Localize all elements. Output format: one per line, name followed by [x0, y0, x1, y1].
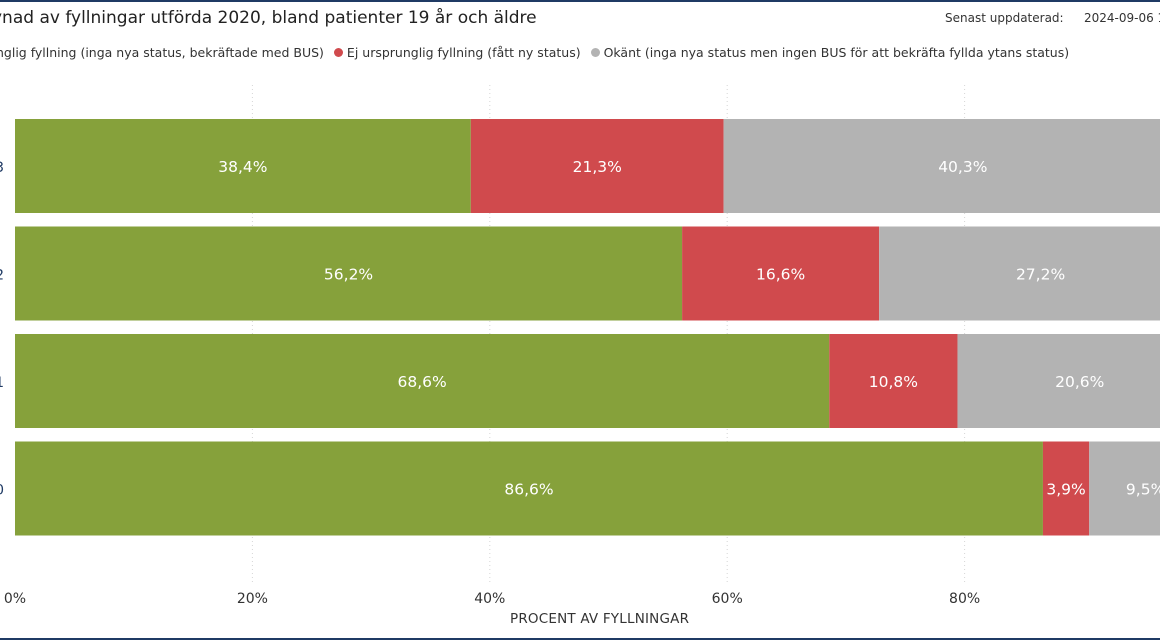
legend-label-not-original: Ej ursprunglig fyllning (fått ny status) [346, 45, 581, 60]
category-label: 1 [0, 375, 4, 391]
chart-title: ynad av fyllningar utförda 2020, bland p… [0, 8, 537, 28]
bar[interactable] [470, 119, 724, 213]
data-label: 40,3% [938, 158, 987, 176]
data-label: 56,2% [324, 266, 373, 284]
bar[interactable] [682, 226, 880, 321]
bar[interactable] [723, 119, 1160, 213]
legend: nglig fyllning (inga nya status, bekräft… [0, 45, 1075, 60]
bar[interactable] [15, 441, 1043, 536]
bar[interactable] [1089, 441, 1160, 536]
legend-label-original: nglig fyllning (inga nya status, bekräft… [0, 45, 324, 60]
data-label: 68,6% [398, 373, 447, 391]
bar[interactable] [15, 226, 683, 321]
category-label: 3 [0, 160, 4, 176]
bar[interactable] [1042, 441, 1090, 536]
updated-label: Senast uppdaterad: [945, 11, 1064, 25]
bar[interactable] [15, 334, 830, 428]
x-tick-label: 60% [712, 591, 743, 607]
legend-dot-icon [333, 48, 343, 57]
data-label: 27,2% [1016, 266, 1065, 284]
bar[interactable] [15, 119, 471, 213]
updated-value: 2024-09-06 1 [1084, 11, 1160, 25]
data-label: 86,6% [504, 481, 553, 499]
category-label: 0 [0, 483, 4, 499]
legend-item-not-original[interactable]: Ej ursprunglig fyllning (fått ny status) [333, 45, 581, 60]
x-tick-label: 40% [474, 591, 505, 607]
data-label: 21,3% [573, 158, 622, 176]
data-label: 3,9% [1046, 481, 1085, 499]
bar[interactable] [879, 226, 1160, 321]
data-label: 10,8% [869, 373, 918, 391]
x-tick-label: 0% [4, 591, 26, 607]
legend-dot-icon [590, 48, 600, 57]
x-tick-label: 20% [237, 591, 268, 607]
data-label: 38,4% [218, 158, 267, 176]
bar[interactable] [829, 334, 958, 428]
legend-item-unknown[interactable]: Okänt (inga nya status men ingen BUS för… [590, 45, 1070, 60]
legend-label-unknown: Okänt (inga nya status men ingen BUS för… [603, 45, 1070, 60]
legend-item-original[interactable]: nglig fyllning (inga nya status, bekräft… [0, 45, 324, 60]
category-label: 2 [0, 268, 4, 284]
bar[interactable] [957, 334, 1160, 428]
data-label: 20,6% [1055, 373, 1104, 391]
data-label: 16,6% [756, 266, 805, 284]
x-tick-label: 80% [949, 591, 980, 607]
data-label: 9,5% [1126, 481, 1160, 499]
